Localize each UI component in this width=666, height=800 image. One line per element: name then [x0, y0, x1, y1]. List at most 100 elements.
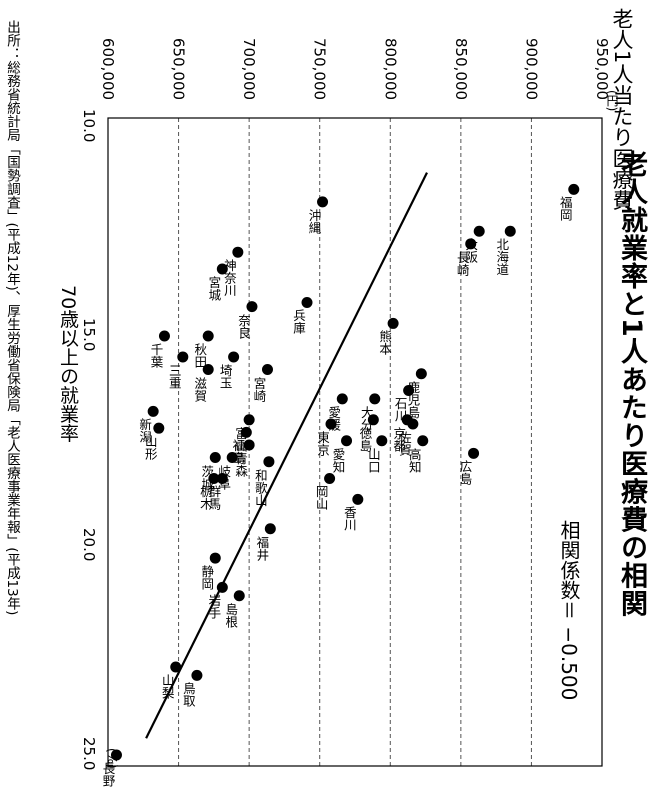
x-tick-label: 10.0 [80, 108, 98, 142]
x-tick-label: 15.0 [80, 318, 98, 352]
data-point [301, 296, 313, 308]
point-label: 奈良 [235, 313, 251, 339]
data-points [110, 183, 580, 761]
trend-line [145, 172, 428, 739]
data-point [202, 364, 214, 376]
y-tick-label: 650,000 [169, 38, 188, 101]
x-tick-label: 20.0 [80, 527, 98, 561]
point-label: 鳥取 [180, 682, 196, 708]
y-tick-label: 600,000 [99, 38, 117, 101]
plot-area [107, 117, 603, 767]
y-tick-label: 950,000 [593, 38, 611, 101]
y-tick-label: 750,000 [310, 38, 329, 101]
correlation-annotation: 相関係数＝ −0.500 [557, 520, 581, 701]
data-point [240, 426, 252, 438]
x-tick-label: 25.0 [80, 737, 98, 771]
chart-title: 老人就業率と1人あたり医療費の相関 [616, 150, 647, 618]
data-point [352, 493, 364, 505]
data-point [324, 472, 336, 484]
data-point [191, 669, 203, 681]
point-label: 石川 [392, 397, 408, 423]
data-point [336, 393, 348, 405]
point-label: 京都 [391, 426, 407, 452]
point-label: 新潟 [137, 418, 153, 444]
data-point [147, 405, 159, 417]
trend-line-group [145, 172, 428, 739]
data-point [209, 552, 221, 564]
data-point [263, 456, 275, 468]
point-label: 山口 [365, 447, 381, 473]
point-label: 山形 [142, 435, 158, 461]
data-point [153, 422, 165, 434]
point-label: 鹿児島 [405, 380, 421, 419]
point-label: 富山 [233, 426, 249, 452]
y-tick-label: 800,000 [381, 38, 400, 101]
data-point [417, 435, 429, 447]
data-point [110, 749, 122, 761]
point-label: 群馬 [206, 485, 222, 511]
data-point [243, 439, 255, 451]
data-point [216, 581, 228, 593]
point-label: 千葉 [148, 343, 164, 368]
data-point [473, 225, 485, 237]
point-label: 福井 [254, 535, 270, 561]
point-label: 静岡 [199, 565, 215, 591]
point-label: 徳島 [357, 426, 373, 452]
data-point [208, 472, 220, 484]
point-label: 北海道 [494, 238, 510, 276]
data-point [261, 364, 273, 376]
source-note: 出所：総務省統計局「国勢調査」(平成12年)、厚生労働省保険局「老人医療事業年報… [4, 20, 20, 616]
point-label: 島根 [223, 602, 239, 628]
point-label: 香川 [341, 506, 357, 532]
data-point [403, 384, 415, 396]
point-label: 長野 [100, 762, 116, 787]
data-point [232, 246, 244, 258]
data-point [216, 472, 228, 484]
point-label: 山梨 [159, 674, 175, 699]
data-point [317, 196, 329, 208]
data-point [468, 447, 480, 459]
point-label: 宮崎 [251, 376, 267, 402]
point-label: 和歌山 [252, 468, 268, 507]
point-label: 高知 [406, 447, 422, 473]
data-point [226, 452, 238, 464]
data-point [202, 330, 214, 342]
data-point [264, 523, 276, 535]
point-label: 沖縄 [306, 208, 322, 234]
point-label: 広島 [457, 460, 473, 486]
grid-lines [178, 118, 532, 766]
data-point [209, 452, 221, 464]
y-tick-label: 700,000 [240, 38, 259, 101]
data-point [325, 418, 337, 430]
point-label: 福島 [230, 439, 246, 465]
data-point [228, 351, 240, 363]
data-point [376, 435, 388, 447]
data-point [367, 414, 379, 426]
point-label: 茨城 [199, 464, 215, 490]
point-label: 愛媛 [326, 405, 342, 431]
data-point [158, 330, 170, 342]
data-point [341, 435, 353, 447]
y-tick-label: 900,000 [522, 38, 541, 101]
data-point [177, 351, 189, 363]
y-tick-label: 850,000 [451, 38, 470, 101]
data-point [568, 183, 580, 195]
point-label: 大分 [358, 405, 374, 431]
data-point [243, 414, 255, 426]
point-label: 岩手 [206, 594, 222, 620]
data-point [369, 393, 381, 405]
point-label: 熊本 [377, 330, 393, 356]
data-point [170, 661, 182, 673]
point-label: 三重 [166, 363, 182, 389]
data-point [216, 263, 228, 275]
point-label: 栃木 [197, 485, 213, 511]
point-label: 宮城 [206, 275, 222, 301]
point-label: 岡山 [313, 485, 329, 511]
point-label: 長崎 [454, 250, 470, 276]
point-label: 愛知 [330, 447, 346, 473]
y-axis-label: 老人1人当たり医療費 [610, 8, 634, 211]
data-point [407, 418, 419, 430]
data-point [233, 590, 245, 602]
point-label: 佐賀 [396, 430, 412, 456]
point-label: 東京 [315, 430, 330, 456]
